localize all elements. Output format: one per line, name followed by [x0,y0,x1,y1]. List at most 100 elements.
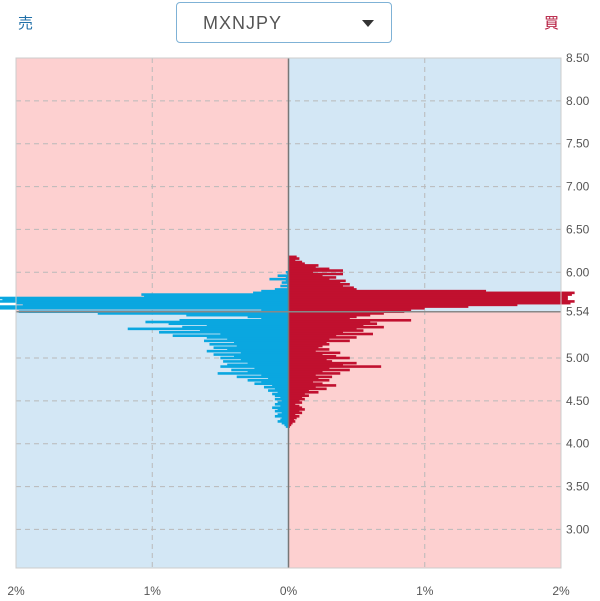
sell-bar [280,284,289,288]
y-tick-label: 7.50 [566,137,590,151]
buy-bar [288,344,323,348]
buy-bar [288,306,425,310]
sell-bar [268,377,289,380]
buy-bar [288,325,384,329]
buy-bar [288,337,330,341]
sell-bar [280,404,289,408]
sell-bar [168,322,289,326]
sell-bar [281,399,289,403]
buy-bar [288,402,296,406]
buy-bar [288,281,341,284]
sell-bar [206,324,289,327]
buy-bar [288,317,350,320]
sell-bar [274,414,289,418]
sell-bar [285,425,289,428]
buy-bar [288,384,337,387]
buy-bar [288,274,323,278]
sell-bar [182,325,289,329]
buy-bar [288,361,357,365]
y-tick-label: 8.50 [566,51,590,65]
sell-bar [247,361,289,365]
sell-bar [272,392,289,396]
sell-bar [206,336,289,339]
sell-bar [127,327,289,331]
sell-bar [213,346,289,350]
buy-bar [288,389,309,392]
buy-bar [288,303,518,307]
sell-bar [0,306,289,310]
buy-bar [288,365,382,368]
sell-bar [284,423,289,427]
sell-bar [285,279,289,283]
sell-bar [281,416,289,420]
buy-bar [288,276,337,279]
currency-pair-select[interactable]: MXNJPY [176,2,392,43]
y-tick-label: 4.00 [566,437,590,451]
y-tick-label: 8.00 [566,94,590,108]
buy-bar [288,418,294,422]
y-tick-label: 6.00 [566,265,590,279]
buy-bar [288,370,323,374]
buy-bar [288,413,296,416]
buy-bar [288,397,305,401]
buy-bar [288,272,343,276]
buy-bar [288,260,303,264]
sell-bar [144,294,289,298]
sell-bar [269,277,289,281]
sell-bar [240,351,289,355]
sell-bar [209,342,289,346]
y-tick-label: 6.50 [566,222,590,236]
sell-bar [145,320,289,324]
sell-bar [261,289,289,293]
buy-bar [288,324,364,327]
buy-bar [288,312,384,315]
buy-bar [288,421,293,425]
sell-bar [261,373,289,377]
buy-bar [288,378,330,382]
sell-bar [254,366,289,370]
sell-bar [240,358,289,362]
buy-bar [288,320,371,324]
sell-bar [274,394,289,398]
buy-bar [288,334,337,338]
sell-bar [247,315,289,319]
buy-bar [288,401,303,404]
sell-bar [186,313,289,317]
buy-bar [288,258,296,262]
buy-bar [288,368,350,372]
buy-bar [288,270,314,274]
sell-bar [281,421,289,425]
sell-bar [277,390,289,394]
buy-bar [288,330,343,334]
buy-bar [288,322,378,326]
buy-bar [288,289,487,293]
sell-bar [0,296,289,300]
buy-bar [288,308,412,312]
sell-bar [277,401,289,404]
buy-bar [288,262,305,266]
sell-bar [172,334,289,338]
buy-bar [288,301,571,305]
buy-bar [288,264,319,267]
sell-bar [2,298,289,302]
sell-bar [16,301,289,305]
buy-bar [288,373,316,377]
buy-bar [288,294,568,298]
buy-bar [288,291,575,295]
sell-bar [141,293,289,296]
buy-bar [288,279,346,283]
sell-bar [281,411,289,415]
buy-bar [288,385,316,389]
buy-bar [288,265,316,269]
caret-down-icon[interactable] [362,20,374,27]
buy-bar [288,423,292,427]
sell-bar [204,339,289,343]
buy-bar [288,354,337,358]
sell-bar [277,408,289,411]
buy-bar [288,411,303,415]
buy-bar [288,396,303,399]
sell-bar [274,409,289,413]
buy-bar [288,346,319,350]
buy-bar [288,315,357,319]
